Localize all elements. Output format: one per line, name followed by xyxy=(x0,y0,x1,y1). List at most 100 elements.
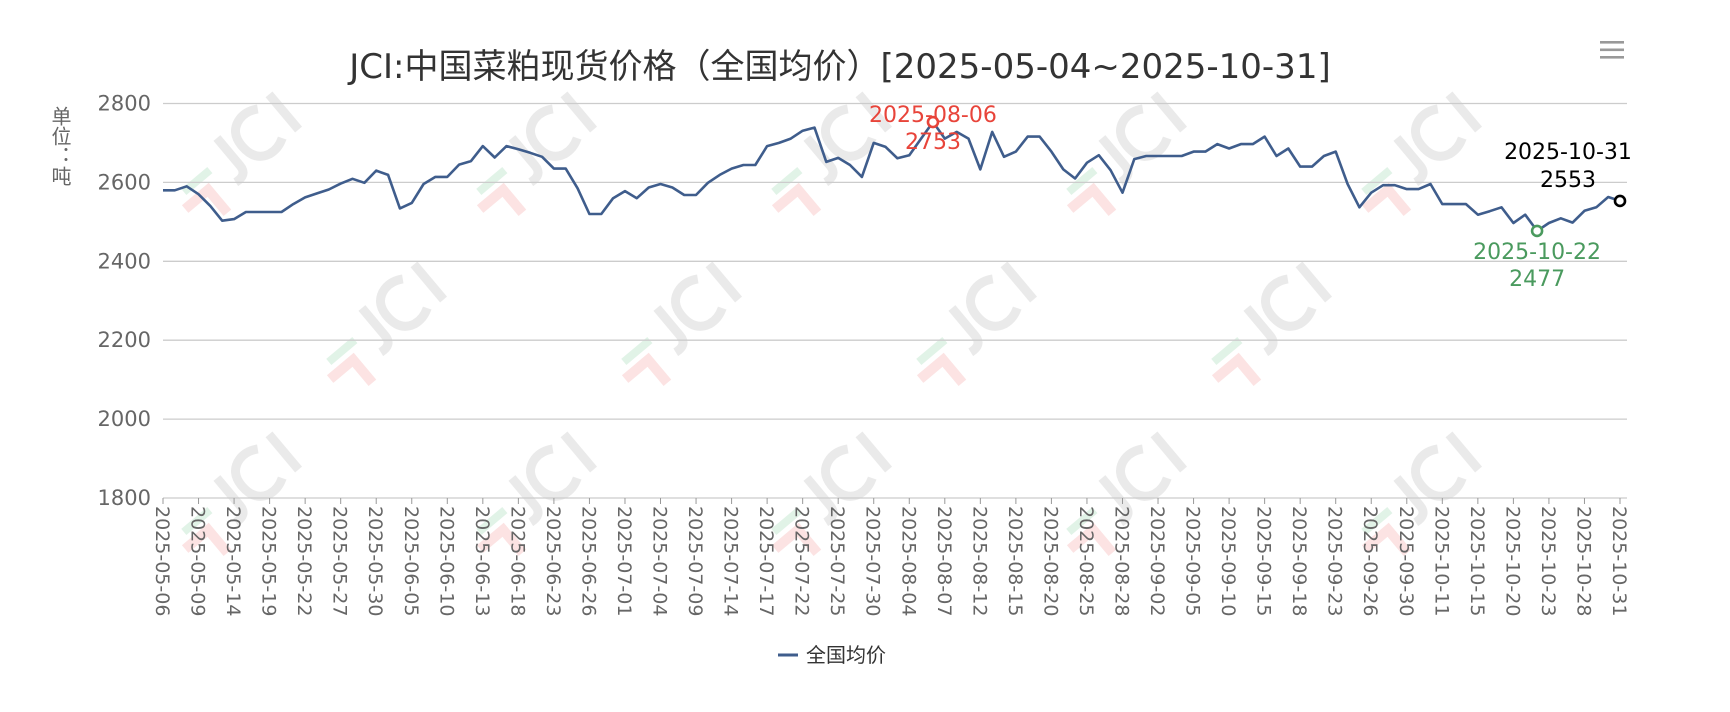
watermark-accent-green xyxy=(1211,337,1243,365)
watermark-accent-green xyxy=(1066,167,1098,195)
watermark-accent-red xyxy=(1066,182,1117,216)
watermark-accent-red xyxy=(1361,522,1412,556)
watermark-accent-red xyxy=(326,352,377,386)
annotation-date-min: 2025-10-22 xyxy=(1473,240,1601,265)
y-tick-label: 1800 xyxy=(98,486,151,510)
watermark-logo xyxy=(181,91,303,216)
watermark-letter-c xyxy=(1411,444,1467,501)
watermark-letter-j xyxy=(803,135,838,187)
watermark-letter-j xyxy=(1243,305,1278,357)
x-tick-label: 2025-05-06 xyxy=(151,506,173,616)
x-tick-label: 2025-09-26 xyxy=(1359,506,1381,616)
watermark-accent-red xyxy=(476,522,527,556)
x-tick-label: 2025-08-15 xyxy=(1004,506,1026,616)
watermark-letter-j xyxy=(1393,135,1428,187)
legend-label[interactable]: 全国均价 xyxy=(806,643,886,667)
y-tick-label: 2600 xyxy=(98,170,151,194)
x-tick-label: 2025-09-23 xyxy=(1324,506,1346,616)
annotation-value-max: 2753 xyxy=(905,130,961,155)
watermark-accent-green xyxy=(1361,167,1393,195)
x-tick-label: 2025-07-04 xyxy=(649,506,671,616)
annotation-value-last: 2553 xyxy=(1540,168,1596,193)
annotation-value-min: 2477 xyxy=(1509,267,1565,292)
x-tick-label: 2025-10-11 xyxy=(1430,506,1452,616)
y-tick-label: 2200 xyxy=(98,328,151,352)
x-tick-label: 2025-08-12 xyxy=(968,506,990,616)
x-tick-label: 2025-07-09 xyxy=(684,506,706,616)
watermark-letter-i xyxy=(1000,261,1038,303)
x-tick-label: 2025-10-31 xyxy=(1608,506,1630,616)
watermark-logo xyxy=(476,431,598,556)
x-tick-label: 2025-10-28 xyxy=(1572,506,1594,616)
watermark-logo xyxy=(1361,431,1483,556)
watermark-logo xyxy=(916,261,1038,386)
watermark-accent-green xyxy=(916,337,948,365)
x-tick-label: 2025-05-14 xyxy=(222,506,244,616)
annotation-marker-max xyxy=(926,115,940,129)
x-tick-label: 2025-06-10 xyxy=(435,506,457,616)
watermark-accent-red xyxy=(181,522,232,556)
watermark-letter-i xyxy=(410,261,448,303)
x-tick-label: 2025-05-19 xyxy=(258,506,280,616)
watermark-letter-j xyxy=(1098,475,1133,527)
x-tick-label: 2025-06-05 xyxy=(400,506,422,616)
watermark-letter-c xyxy=(231,104,287,161)
y-tick-label: 2000 xyxy=(98,407,151,431)
watermark-letter-j xyxy=(213,475,248,527)
watermark-accent-red xyxy=(621,352,672,386)
x-tick-label: 2025-05-27 xyxy=(329,506,351,616)
series-line-national-average xyxy=(163,120,1621,233)
watermark-letter-i xyxy=(265,91,303,133)
x-tick-label: 2025-09-30 xyxy=(1395,506,1417,616)
watermark-logo xyxy=(1211,261,1333,386)
watermark-logo xyxy=(1066,91,1188,216)
watermark-letter-c xyxy=(1116,444,1172,501)
x-tick-label: 2025-09-05 xyxy=(1182,506,1204,616)
annotation-date-last: 2025-10-31 xyxy=(1504,140,1632,165)
watermark-letter-i xyxy=(1150,91,1188,133)
annotation-marker-last xyxy=(1613,194,1627,208)
x-tick-label: 2025-06-26 xyxy=(577,506,599,616)
watermark-accent-green xyxy=(326,337,358,365)
watermark-letter-j xyxy=(653,305,688,357)
annotation-marker-min xyxy=(1530,224,1544,238)
watermark-letter-j xyxy=(1393,475,1428,527)
x-tick-label: 2025-09-02 xyxy=(1146,506,1168,616)
watermark-accent-green xyxy=(1066,507,1098,535)
watermark-accent-red xyxy=(181,182,232,216)
x-tick-label: 2025-07-25 xyxy=(826,506,848,616)
watermark-accent-green xyxy=(181,507,213,535)
watermark-letter-c xyxy=(1116,104,1172,161)
watermark-accent-green xyxy=(771,167,803,195)
watermark-letter-i xyxy=(1445,431,1483,473)
watermark-letter-i xyxy=(855,91,893,133)
chart-title: JCI:中国菜粕现货价格（全国均价）[2025-05-04~2025-10-31… xyxy=(347,47,1330,87)
watermarks xyxy=(181,91,1483,556)
x-tick-label: 2025-08-28 xyxy=(1110,506,1132,616)
legend[interactable]: 全国均价 xyxy=(778,643,886,667)
x-tick-label: 2025-06-23 xyxy=(542,506,564,616)
x-tick-label: 2025-06-13 xyxy=(471,506,493,616)
watermark-accent-red xyxy=(1066,522,1117,556)
watermark-logo xyxy=(326,261,448,386)
y-axis-title: 单位：吨 xyxy=(48,106,72,186)
watermark-accent-red xyxy=(771,182,822,216)
watermark-accent-red xyxy=(916,352,967,386)
watermark-letter-c xyxy=(526,444,582,501)
x-tick-label: 2025-09-10 xyxy=(1217,506,1239,616)
annotation-date-max: 2025-08-06 xyxy=(869,103,997,128)
watermark-letter-j xyxy=(358,305,393,357)
x-tick-label: 2025-08-20 xyxy=(1039,506,1061,616)
watermark-letter-i xyxy=(1445,91,1483,133)
watermark-letter-c xyxy=(1411,104,1467,161)
watermark-logo xyxy=(771,91,893,216)
watermark-letter-j xyxy=(948,305,983,357)
watermark-letter-c xyxy=(231,444,287,501)
watermark-accent-green xyxy=(1361,507,1393,535)
watermark-accent-green xyxy=(476,167,508,195)
watermark-accent-green xyxy=(476,507,508,535)
x-tick-label: 2025-10-23 xyxy=(1537,506,1559,616)
menu-button[interactable] xyxy=(1600,40,1624,60)
